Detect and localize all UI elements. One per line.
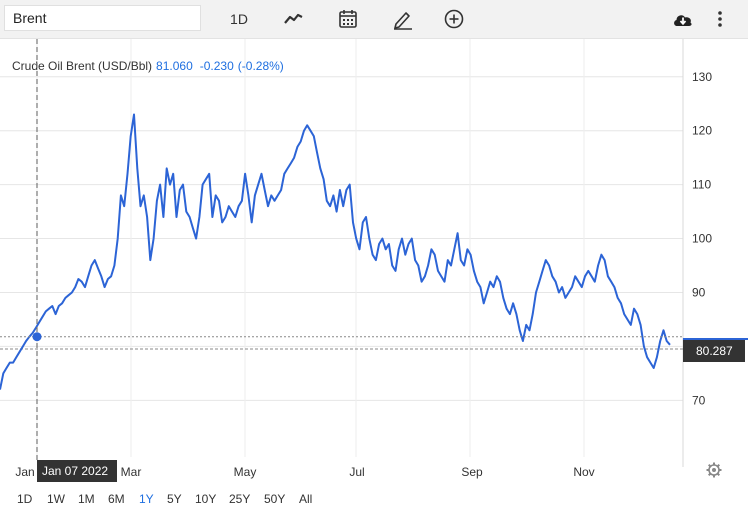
price-series-line — [0, 113, 671, 390]
range-button-6m[interactable]: 6M — [108, 492, 125, 506]
calendar-icon[interactable] — [336, 7, 360, 31]
x-tick-label: Jul — [349, 465, 364, 479]
cloud-download-icon[interactable] — [671, 7, 695, 31]
line-chart-icon[interactable] — [282, 7, 306, 31]
instrument-name: Crude Oil Brent (USD/Bbl) — [12, 59, 152, 73]
range-button-10y[interactable]: 10Y — [195, 492, 217, 506]
price-change-pct: (-0.28%) — [238, 59, 284, 73]
price-change: -0.230 — [200, 59, 234, 73]
x-tick-label: Jan — [15, 465, 34, 479]
y-tick-label: 110 — [692, 178, 711, 192]
y-tick-label: 70 — [692, 393, 706, 407]
range-button-1m[interactable]: 1M — [78, 492, 95, 506]
y-tick-label: 90 — [692, 285, 706, 299]
add-circle-icon[interactable] — [442, 7, 466, 31]
crosshair-point — [32, 332, 42, 342]
y-tick-label: 120 — [692, 124, 712, 138]
more-vertical-icon[interactable] — [708, 7, 732, 31]
range-button-all[interactable]: All — [299, 492, 313, 506]
grid-lines — [0, 39, 684, 467]
chart-header: Crude Oil Brent (USD/Bbl) 81.060 -0.230 (-0… — [12, 59, 284, 73]
last-price-label: 80.287 — [696, 344, 733, 358]
toolbar: 1D — [0, 0, 748, 39]
range-button-25y[interactable]: 25Y — [229, 492, 251, 506]
price-chart[interactable]: Crude Oil Brent (USD/Bbl) 81.060 -0.230 (-0… — [0, 39, 748, 489]
range-button-1y[interactable]: 1Y — [139, 492, 154, 506]
range-selector: 1D 1W 1M 6M 1Y 5Y 10Y 25Y 50Y All — [0, 488, 748, 510]
x-tick-label: May — [234, 465, 257, 479]
range-button-1d[interactable]: 1D — [17, 492, 33, 506]
y-tick-label: 130 — [692, 70, 712, 84]
interval-button[interactable]: 1D — [230, 11, 248, 27]
x-tick-label: Mar — [121, 465, 142, 479]
range-button-1w[interactable]: 1W — [47, 492, 65, 506]
x-axis-ticks: Jan Mar May Jul Sep Nov — [15, 465, 594, 479]
y-axis-ticks: 70 90 100 110 120 130 — [692, 70, 712, 408]
pencil-icon[interactable] — [391, 7, 415, 31]
last-price-box — [683, 340, 745, 362]
range-button-50y[interactable]: 50Y — [264, 492, 286, 506]
crosshair-date-box — [37, 460, 117, 482]
x-tick-label: Sep — [461, 465, 483, 479]
range-button-5y[interactable]: 5Y — [167, 492, 182, 506]
search-input[interactable] — [4, 5, 201, 31]
last-price: 81.060 — [156, 59, 193, 73]
y-tick-label: 100 — [692, 232, 712, 246]
x-tick-label: Nov — [573, 465, 594, 479]
gear-icon[interactable] — [706, 462, 722, 478]
crosshair-date-label: Jan 07 2022 — [42, 464, 108, 478]
